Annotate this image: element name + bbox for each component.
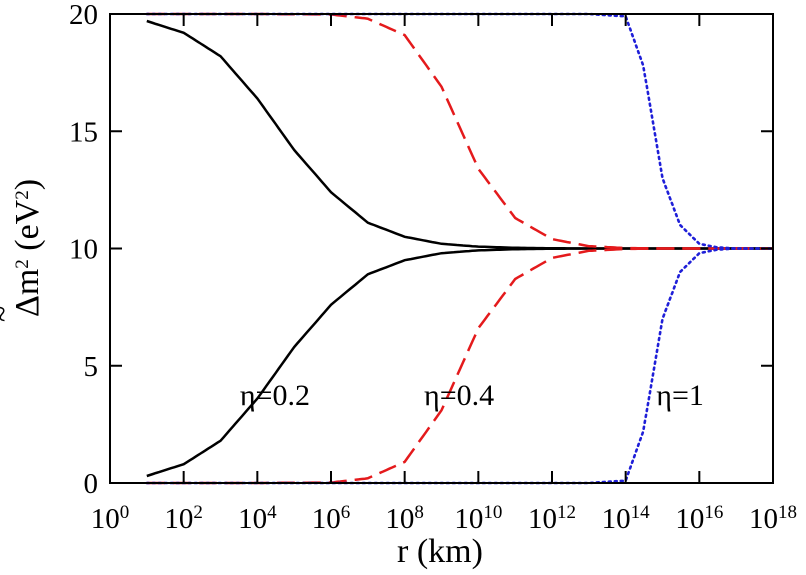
annotation-eta1: η=1 xyxy=(656,379,704,412)
x-tick-label: 106 xyxy=(312,502,351,536)
series-line-eta1-upper xyxy=(145,12,775,250)
y-tick-label: 5 xyxy=(84,351,99,383)
annotation-layer: η=0.2 η=0.4 η=1 xyxy=(240,379,704,412)
series-line-eta02-lower xyxy=(146,247,773,478)
x-tick-label: 1012 xyxy=(528,502,576,536)
y-tick-label: 20 xyxy=(69,0,98,31)
x-axis-label: r (km) xyxy=(397,533,483,570)
x-tick-label: 1010 xyxy=(454,502,502,536)
series-line-eta1-lower xyxy=(145,247,775,485)
y-axis-label: Δm2 (eV2) ~ xyxy=(0,179,46,322)
x-tick-label: 1014 xyxy=(602,502,651,536)
y-label-unit-close: ) xyxy=(9,179,46,190)
series-line-eta02-upper xyxy=(146,19,773,250)
y-label-exp: 2 xyxy=(12,259,33,269)
y-tick-label: 0 xyxy=(84,468,99,500)
svg-text:Δm2 (eV2): Δm2 (eV2) xyxy=(9,179,46,317)
annotation-eta02: η=0.2 xyxy=(240,379,310,412)
x-tick-label: 100 xyxy=(91,502,130,536)
y-tick-label: 10 xyxy=(69,234,98,266)
series-line-eta04-upper xyxy=(146,12,773,250)
tilde-icon: ~ xyxy=(0,306,19,322)
x-tick-label: 102 xyxy=(164,502,203,536)
y-tick-label: 15 xyxy=(69,116,98,148)
y-label-delta-m: Δm xyxy=(9,269,46,317)
x-tick-label: 104 xyxy=(238,502,277,536)
series-line-eta04-lower xyxy=(146,247,773,485)
x-tick-label: 108 xyxy=(385,502,424,536)
x-tick-label: 1016 xyxy=(675,502,723,536)
ticks-layer: 100 102 104 106 108 1010 1012 1014 1016 1018 0 5 10 1… xyxy=(69,0,797,535)
x-tick-label: 1018 xyxy=(749,502,797,536)
annotation-eta04: η=0.4 xyxy=(424,379,494,412)
y-label-unit-open: (eV xyxy=(9,199,46,259)
series-layer xyxy=(145,12,775,485)
y-label-unit-exp: 2 xyxy=(12,190,33,200)
